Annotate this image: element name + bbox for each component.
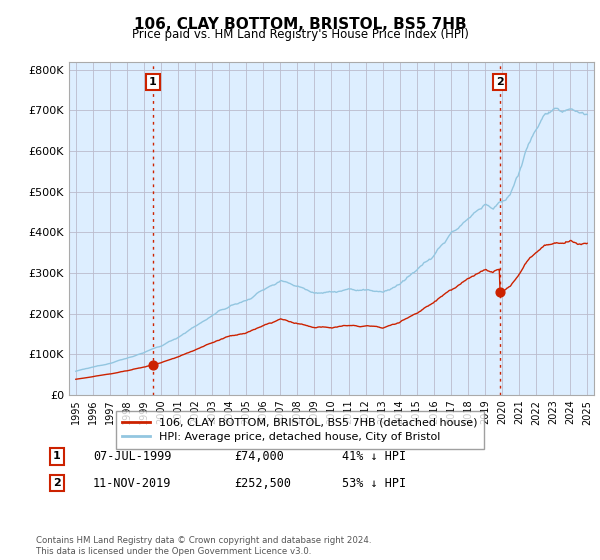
Legend: 106, CLAY BOTTOM, BRISTOL, BS5 7HB (detached house), HPI: Average price, detache: 106, CLAY BOTTOM, BRISTOL, BS5 7HB (deta… bbox=[116, 411, 484, 449]
Text: 106, CLAY BOTTOM, BRISTOL, BS5 7HB: 106, CLAY BOTTOM, BRISTOL, BS5 7HB bbox=[134, 17, 466, 32]
Text: 1: 1 bbox=[149, 77, 157, 87]
Text: 41% ↓ HPI: 41% ↓ HPI bbox=[342, 450, 406, 463]
Text: 07-JUL-1999: 07-JUL-1999 bbox=[93, 450, 172, 463]
Text: 2: 2 bbox=[496, 77, 503, 87]
Point bbox=[495, 288, 505, 297]
Point bbox=[148, 360, 158, 369]
Text: 11-NOV-2019: 11-NOV-2019 bbox=[93, 477, 172, 490]
Text: 2: 2 bbox=[53, 478, 61, 488]
Text: 53% ↓ HPI: 53% ↓ HPI bbox=[342, 477, 406, 490]
Text: £74,000: £74,000 bbox=[234, 450, 284, 463]
Text: Contains HM Land Registry data © Crown copyright and database right 2024.
This d: Contains HM Land Registry data © Crown c… bbox=[36, 536, 371, 556]
Text: Price paid vs. HM Land Registry's House Price Index (HPI): Price paid vs. HM Land Registry's House … bbox=[131, 28, 469, 41]
Text: £252,500: £252,500 bbox=[234, 477, 291, 490]
Text: 1: 1 bbox=[53, 451, 61, 461]
